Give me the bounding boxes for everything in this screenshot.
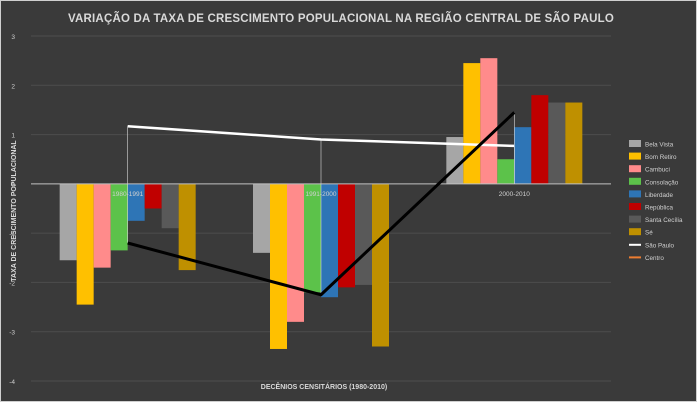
legend-label: Centro <box>645 255 664 262</box>
bar <box>178 183 196 271</box>
x-tick-label: 1980-1991 <box>112 191 143 198</box>
legend-swatch <box>629 152 641 160</box>
legend-label: Cambuci <box>645 167 670 174</box>
y-tick-label: -1 <box>9 231 15 238</box>
x-axis-title: DECÊNIOS CENSITÁRIOS (1980-2010) <box>261 382 387 391</box>
bar <box>59 183 77 261</box>
bar <box>144 183 162 209</box>
legend-swatch <box>629 203 641 210</box>
bar <box>93 183 111 268</box>
legend: Bela Vista Bom Retiro Cambuci Consolação Lib… <box>629 140 683 262</box>
y-tick-label: 1 <box>11 133 15 140</box>
bar <box>531 95 549 184</box>
x-tick-label: 1991-2000 <box>305 191 336 198</box>
bar <box>304 183 321 293</box>
series-line <box>127 124 515 148</box>
bar <box>270 183 287 349</box>
bar <box>338 183 355 288</box>
legend-swatch <box>629 177 641 185</box>
bar <box>480 58 498 184</box>
legend-swatch <box>629 165 641 173</box>
bar <box>287 183 304 322</box>
legend-label: República <box>645 205 674 212</box>
bar <box>253 183 270 253</box>
legend-swatch <box>629 215 641 223</box>
bar <box>76 183 94 305</box>
legend-swatch <box>629 140 641 147</box>
legend-label: Liberdade <box>645 192 674 199</box>
bar <box>110 183 128 251</box>
y-tick-label: 3 <box>11 34 15 41</box>
bar <box>161 183 179 229</box>
legend-label: Bom Retiro <box>645 154 677 161</box>
legend-swatch <box>629 190 641 198</box>
legend-label: Sé <box>645 230 653 237</box>
y-tick-label: 0 <box>11 182 15 189</box>
labels: VARIAÇÃO DA TAXA DE CRESCIMENTO POPULACI… <box>9 12 614 391</box>
bar <box>355 183 372 285</box>
bars <box>59 58 583 349</box>
chart-title: VARIAÇÃO DA TAXA DE CRESCIMENTO POPULACI… <box>68 12 614 25</box>
bar <box>127 183 145 221</box>
bar <box>372 183 389 347</box>
series-line <box>127 111 516 297</box>
bar <box>497 159 515 184</box>
legend-label: Santa Cecília <box>645 217 683 224</box>
y-tick-label: -4 <box>9 379 15 386</box>
bar <box>514 127 532 184</box>
y-tick-label: -3 <box>9 330 15 337</box>
y-tick-label: -2 <box>9 280 15 287</box>
y-tick-label: 2 <box>11 83 15 90</box>
bar <box>548 102 566 184</box>
legend-label: Consolação <box>645 179 679 186</box>
legend-label: São Paulo <box>645 242 675 249</box>
legend-label: Bela Vista <box>645 142 674 149</box>
bar <box>321 183 338 298</box>
y-axis-title: TAXA DE CRESCIMENTO POPULACIONAL <box>11 140 18 282</box>
legend-swatch <box>629 228 641 236</box>
x-tick-label: 2000-2010 <box>499 191 530 198</box>
lines <box>127 111 516 297</box>
bar <box>565 102 583 184</box>
bar <box>463 63 481 184</box>
